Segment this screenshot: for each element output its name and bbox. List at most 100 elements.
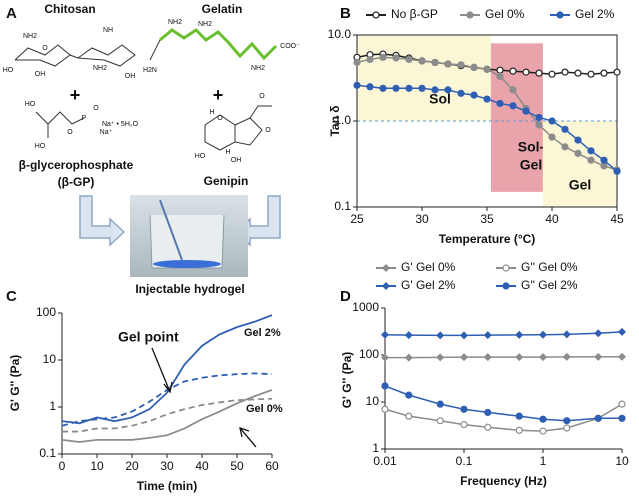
marker (460, 331, 468, 340)
marker (470, 63, 478, 72)
legend-label: G' Gel 0% (401, 260, 456, 274)
marker (562, 330, 571, 339)
structures (14, 28, 278, 151)
structure-label: OH (125, 73, 136, 80)
panel-label: B (340, 5, 351, 22)
x-tick-label: 50 (230, 459, 244, 473)
marker (460, 405, 468, 413)
plus-sign: + (70, 85, 81, 105)
structure-label: O (93, 105, 99, 112)
marker (436, 417, 444, 425)
structure-label: NH2 (23, 33, 37, 40)
x-tick-label: 45 (610, 212, 624, 226)
marker (561, 125, 569, 133)
gelatin-chain (226, 41, 278, 61)
legend-label: No β-GP (391, 7, 438, 21)
marker (496, 66, 504, 74)
structure-label: HO (3, 67, 14, 74)
structure-label: Na⁺ (100, 129, 113, 136)
marker (436, 331, 445, 340)
marker (366, 55, 374, 64)
series-line (385, 355, 623, 359)
hydrogel-photo (130, 195, 248, 277)
marker (613, 68, 621, 76)
x-tick-label: 25 (350, 212, 364, 226)
marker (457, 89, 465, 97)
marker (353, 81, 361, 89)
marker (436, 353, 445, 362)
series-line (61, 314, 273, 425)
marker (484, 408, 492, 417)
marker (404, 353, 413, 362)
marker (618, 352, 626, 361)
structure-label: COO⁻ (280, 43, 300, 50)
structure-label: H2N (143, 67, 157, 74)
marker (457, 61, 465, 69)
y-tick-label: 1000 (352, 300, 379, 314)
marker (618, 327, 626, 336)
legend-marker (382, 282, 390, 290)
marker (548, 117, 556, 125)
marker (587, 70, 595, 78)
y-tick-label: 0.1 (334, 199, 351, 213)
marker (483, 65, 491, 73)
structure-label: HO (25, 101, 36, 108)
x-tick-label: 40 (195, 459, 209, 473)
marker (509, 86, 517, 94)
marker (515, 426, 523, 434)
molecule-name: Chitosan (44, 2, 95, 16)
x-tick-label: 0 (59, 459, 66, 473)
y-tick-label: 1 (372, 441, 379, 455)
structure-label: O (265, 127, 271, 134)
marker (460, 353, 468, 362)
marker (574, 69, 582, 77)
marker (379, 84, 387, 92)
legend-marker (502, 264, 510, 272)
marker (561, 143, 569, 151)
annotation: Gel point (118, 329, 179, 345)
x-axis-title: Temperature (°C) (439, 232, 536, 246)
marker (515, 330, 524, 339)
series-line (61, 389, 273, 443)
marker (539, 330, 547, 339)
molecule-name: β-glycerophosphate (19, 158, 134, 172)
y-tick-label: 1 (49, 399, 56, 413)
annotation-arrow (239, 427, 257, 448)
annotation: Gel 2% (244, 327, 281, 339)
genipin-ring (234, 117, 263, 146)
marker (436, 400, 444, 408)
series-line (384, 331, 623, 337)
structure-label: NH (103, 27, 113, 34)
structure-label: O (217, 115, 223, 122)
marker (366, 83, 374, 91)
marker (496, 99, 504, 108)
marker (587, 147, 595, 155)
marker (381, 353, 389, 362)
region-label: Sol (429, 91, 451, 107)
y-tick-label: 10 (43, 352, 57, 366)
hydrogel (153, 260, 221, 268)
molecule-name: Gelatin (202, 2, 243, 16)
y-tick-label: 100 (36, 305, 56, 319)
marker (574, 149, 582, 158)
series-line (384, 385, 622, 422)
bond (249, 105, 272, 119)
series-line (62, 397, 273, 433)
legend-marker (372, 11, 380, 19)
bond (69, 54, 79, 59)
marker (594, 352, 603, 361)
legend-marker (556, 11, 564, 19)
marker (509, 102, 517, 110)
marker (600, 156, 608, 164)
region (357, 35, 491, 121)
annotation: Gel 0% (246, 403, 283, 415)
marker (418, 57, 426, 65)
marker (515, 412, 523, 420)
structure-label: NH2 (251, 65, 265, 72)
marker (515, 353, 524, 362)
panel-label: C (6, 288, 17, 305)
legend-label: G'' Gel 2% (521, 278, 578, 292)
marker (470, 91, 478, 99)
